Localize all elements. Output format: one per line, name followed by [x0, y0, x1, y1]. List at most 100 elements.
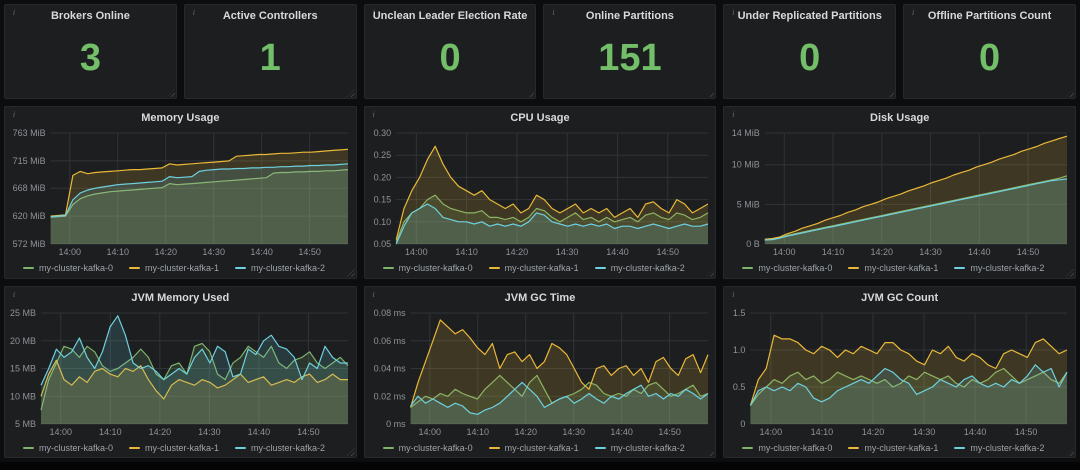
- chart-legend: my-cluster-kafka-0 my-cluster-kafka-1 my-c…: [365, 259, 716, 278]
- panel-info-icon[interactable]: [548, 8, 558, 18]
- panel-resize-handle[interactable]: [706, 448, 715, 457]
- panel-title[interactable]: JVM Memory Used: [131, 291, 230, 304]
- panel-jvm-memory-used: JVM Memory Used 25 MB 20 MB 15 MB 10 MB 5 MB…: [4, 285, 357, 459]
- legend-item-my-cluster-kafka-1[interactable]: my-cluster-kafka-1: [848, 263, 938, 273]
- series-line-my-cluster-kafka-2: [409, 381, 709, 415]
- y-axis-tick-label: 0 B: [747, 239, 761, 249]
- panel-title[interactable]: JVM GC Count: [861, 291, 939, 304]
- chart-plot-area[interactable]: 0.08 ms 0.06 ms 0.04 ms 0.02 ms 0 ms 14:00 14:…: [365, 308, 716, 438]
- chart-canvas[interactable]: 14 MiB 10 MiB 5 MiB 0 B 14:00 14:10 14:20 14:30…: [724, 128, 1075, 258]
- series-line-my-cluster-kafka-1: [395, 145, 708, 240]
- panel-resize-handle[interactable]: [1065, 89, 1074, 98]
- chart-plot-area[interactable]: 1.5 1.0 0.5 0 14:00 14:10 14:20 14:30 14:40 14:50: [724, 308, 1075, 438]
- series-line-my-cluster-kafka-0: [395, 194, 708, 243]
- panel-info-icon[interactable]: [728, 290, 738, 300]
- panel-title[interactable]: Active Controllers: [222, 10, 318, 22]
- chart-canvas[interactable]: 0.08 ms 0.06 ms 0.04 ms 0.02 ms 0 ms 14:00 14:…: [365, 308, 716, 438]
- chart-plot-area[interactable]: 763 MiB 715 MiB 668 MiB 620 MiB 572 MiB 14:00…: [5, 128, 356, 258]
- panel-info-icon[interactable]: [9, 8, 19, 18]
- panel-title[interactable]: Under Replicated Partitions: [737, 10, 882, 22]
- legend-item-my-cluster-kafka-1[interactable]: my-cluster-kafka-1: [488, 443, 579, 453]
- panel-info-icon[interactable]: [728, 8, 738, 18]
- panel-info-icon[interactable]: [908, 8, 918, 18]
- panel-title[interactable]: CPU Usage: [510, 112, 570, 125]
- panel-disk-usage: Disk Usage 14 MiB 10 MiB 5 MiB 0 B 14:00 14:1…: [723, 106, 1076, 279]
- chart-canvas[interactable]: 25 MB 20 MB 15 MB 10 MB 5 MB 14:00 14:10 14:20 1…: [5, 308, 356, 438]
- panel-resize-handle[interactable]: [346, 448, 355, 457]
- legend-series-label: my-cluster-kafka-0: [398, 263, 473, 274]
- x-axis-tick-label: 14:00: [760, 427, 783, 437]
- panel-title[interactable]: Disk Usage: [870, 112, 930, 125]
- series-area-my-cluster-kafka-2: [41, 315, 348, 424]
- legend-series-dash-icon: [129, 446, 141, 449]
- legend-series-dash-icon: [23, 267, 34, 270]
- legend-item-my-cluster-kafka-0[interactable]: my-cluster-kafka-0: [742, 263, 832, 273]
- panel-info-icon[interactable]: [728, 110, 738, 120]
- y-axis-tick-label: 0.15: [373, 195, 391, 205]
- panel-resize-handle[interactable]: [346, 268, 355, 277]
- legend-item-my-cluster-kafka-0[interactable]: my-cluster-kafka-0: [23, 263, 113, 273]
- series-line-my-cluster-kafka-1: [40, 359, 348, 400]
- legend-item-my-cluster-kafka-2[interactable]: my-cluster-kafka-2: [594, 443, 685, 453]
- x-axis-tick-label: 14:10: [811, 427, 834, 437]
- panel-resize-handle[interactable]: [886, 89, 895, 98]
- x-axis-tick-label: 14:10: [99, 427, 122, 437]
- panel-resize-handle[interactable]: [166, 89, 175, 98]
- panel-title[interactable]: Memory Usage: [141, 112, 220, 125]
- series-line-my-cluster-kafka-0: [50, 169, 349, 219]
- chart-plot-area[interactable]: 0.30 0.25 0.20 0.15 0.10 0.05 14:00 14:10 14:20 1…: [365, 128, 716, 258]
- panel-online-partitions: Online Partitions 151: [543, 4, 717, 100]
- legend-series-dash-icon: [594, 267, 606, 270]
- legend-item-my-cluster-kafka-0[interactable]: my-cluster-kafka-0: [742, 443, 832, 453]
- legend-item-my-cluster-kafka-0[interactable]: my-cluster-kafka-0: [382, 443, 473, 453]
- chart-canvas[interactable]: 0.30 0.25 0.20 0.15 0.10 0.05 14:00 14:10 14:20 1…: [365, 128, 716, 258]
- legend-series-dash-icon: [848, 267, 860, 270]
- panel-info-icon[interactable]: [9, 290, 19, 300]
- panel-title[interactable]: Offline Partitions Count: [927, 10, 1052, 22]
- legend-item-my-cluster-kafka-1[interactable]: my-cluster-kafka-1: [129, 443, 219, 453]
- legend-item-my-cluster-kafka-2[interactable]: my-cluster-kafka-2: [594, 263, 685, 273]
- panel-title[interactable]: Brokers Online: [50, 10, 130, 22]
- x-axis-tick-label: 14:50: [1017, 247, 1040, 257]
- panel-info-icon[interactable]: [9, 110, 19, 120]
- chart-plot-area[interactable]: 14 MiB 10 MiB 5 MiB 0 B 14:00 14:10 14:20 14:30…: [724, 128, 1075, 258]
- legend-item-my-cluster-kafka-0[interactable]: my-cluster-kafka-0: [382, 263, 473, 274]
- legend-item-my-cluster-kafka-0[interactable]: my-cluster-kafka-0: [23, 443, 113, 453]
- legend-series-dash-icon: [129, 267, 141, 270]
- panel-resize-handle[interactable]: [706, 89, 715, 98]
- legend-item-my-cluster-kafka-2[interactable]: my-cluster-kafka-2: [954, 443, 1044, 453]
- legend-item-my-cluster-kafka-1[interactable]: my-cluster-kafka-1: [129, 263, 219, 273]
- panel-title[interactable]: JVM GC Time: [504, 291, 576, 304]
- legend-item-my-cluster-kafka-1[interactable]: my-cluster-kafka-1: [848, 443, 938, 453]
- panel-info-icon[interactable]: [189, 8, 199, 18]
- chart-canvas[interactable]: 763 MiB 715 MiB 668 MiB 620 MiB 572 MiB 14:00…: [5, 128, 356, 258]
- charts-row-1: Memory Usage 763 MiB 715 MiB 668 MiB 620 Mi…: [4, 106, 1076, 279]
- chart-plot-area[interactable]: 25 MB 20 MB 15 MB 10 MB 5 MB 14:00 14:10 14:20 1…: [5, 308, 356, 438]
- y-axis-tick-label: 0.08 ms: [373, 308, 406, 318]
- y-axis-tick-label: 620 MiB: [13, 211, 46, 221]
- panel-resize-handle[interactable]: [1065, 268, 1074, 277]
- panel-info-icon[interactable]: [369, 110, 379, 120]
- legend-series-label: my-cluster-kafka-1: [864, 442, 939, 453]
- series-area-my-cluster-kafka-0: [50, 169, 348, 245]
- legend-item-my-cluster-kafka-2[interactable]: my-cluster-kafka-2: [235, 263, 325, 273]
- panel-resize-handle[interactable]: [526, 89, 535, 98]
- legend-series-label: my-cluster-kafka-1: [504, 263, 579, 274]
- panel-resize-handle[interactable]: [706, 268, 715, 277]
- y-axis-tick-label: 572 MiB: [13, 239, 46, 249]
- legend-item-my-cluster-kafka-1[interactable]: my-cluster-kafka-1: [488, 263, 579, 274]
- legend-series-dash-icon: [382, 446, 394, 449]
- y-axis-tick-label: 0.25: [373, 150, 391, 160]
- panel-info-icon[interactable]: [369, 8, 379, 18]
- legend-item-my-cluster-kafka-2[interactable]: my-cluster-kafka-2: [235, 443, 325, 453]
- stat-value: 1: [259, 36, 281, 79]
- panel-title[interactable]: Online Partitions: [585, 10, 674, 22]
- panel-title[interactable]: Unclean Leader Election Rate: [372, 10, 528, 22]
- chart-canvas[interactable]: 1.5 1.0 0.5 0 14:00 14:10 14:20 14:30 14:40 14:50: [724, 308, 1075, 438]
- series-line-my-cluster-kafka-2: [395, 203, 708, 245]
- chart-legend: my-cluster-kafka-0 my-cluster-kafka-1 my-c…: [5, 259, 356, 278]
- legend-item-my-cluster-kafka-2[interactable]: my-cluster-kafka-2: [954, 263, 1044, 273]
- panel-info-icon[interactable]: [369, 290, 379, 300]
- panel-resize-handle[interactable]: [346, 89, 355, 98]
- panel-resize-handle[interactable]: [1065, 448, 1074, 457]
